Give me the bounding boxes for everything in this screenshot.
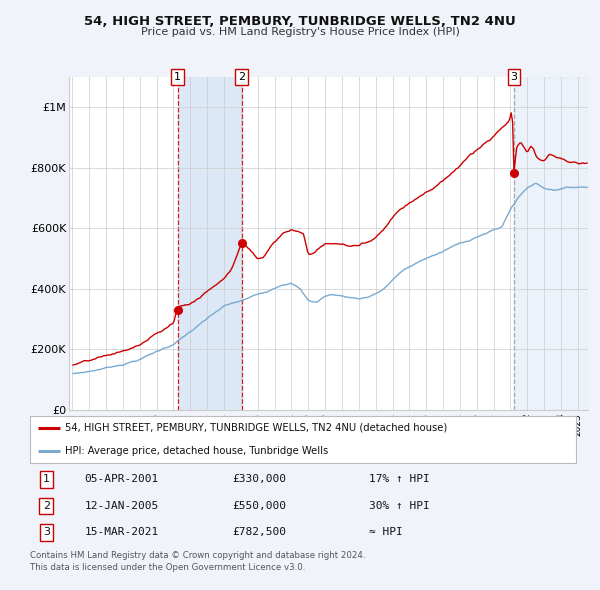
- Bar: [514, 77, 588, 410]
- Text: 2: 2: [238, 72, 245, 82]
- Text: 12-JAN-2005: 12-JAN-2005: [85, 501, 159, 511]
- Text: 3: 3: [511, 72, 518, 82]
- Text: 17% ↑ HPI: 17% ↑ HPI: [368, 474, 429, 484]
- Text: HPI: Average price, detached house, Tunbridge Wells: HPI: Average price, detached house, Tunb…: [65, 447, 329, 456]
- Text: 15-MAR-2021: 15-MAR-2021: [85, 527, 159, 537]
- Text: 54, HIGH STREET, PEMBURY, TUNBRIDGE WELLS, TN2 4NU (detached house): 54, HIGH STREET, PEMBURY, TUNBRIDGE WELL…: [65, 423, 448, 432]
- Text: £782,500: £782,500: [232, 527, 286, 537]
- Text: 54, HIGH STREET, PEMBURY, TUNBRIDGE WELLS, TN2 4NU: 54, HIGH STREET, PEMBURY, TUNBRIDGE WELL…: [84, 15, 516, 28]
- Text: 1: 1: [43, 474, 50, 484]
- Text: 05-APR-2001: 05-APR-2001: [85, 474, 159, 484]
- Text: Price paid vs. HM Land Registry's House Price Index (HPI): Price paid vs. HM Land Registry's House …: [140, 27, 460, 37]
- Text: 1: 1: [174, 72, 181, 82]
- Text: £330,000: £330,000: [232, 474, 286, 484]
- Text: ≈ HPI: ≈ HPI: [368, 527, 402, 537]
- Text: £550,000: £550,000: [232, 501, 286, 511]
- Bar: [178, 77, 242, 410]
- Text: 30% ↑ HPI: 30% ↑ HPI: [368, 501, 429, 511]
- Text: Contains HM Land Registry data © Crown copyright and database right 2024.: Contains HM Land Registry data © Crown c…: [30, 551, 365, 560]
- Text: 2: 2: [43, 501, 50, 511]
- Text: 3: 3: [43, 527, 50, 537]
- Text: This data is licensed under the Open Government Licence v3.0.: This data is licensed under the Open Gov…: [30, 563, 305, 572]
